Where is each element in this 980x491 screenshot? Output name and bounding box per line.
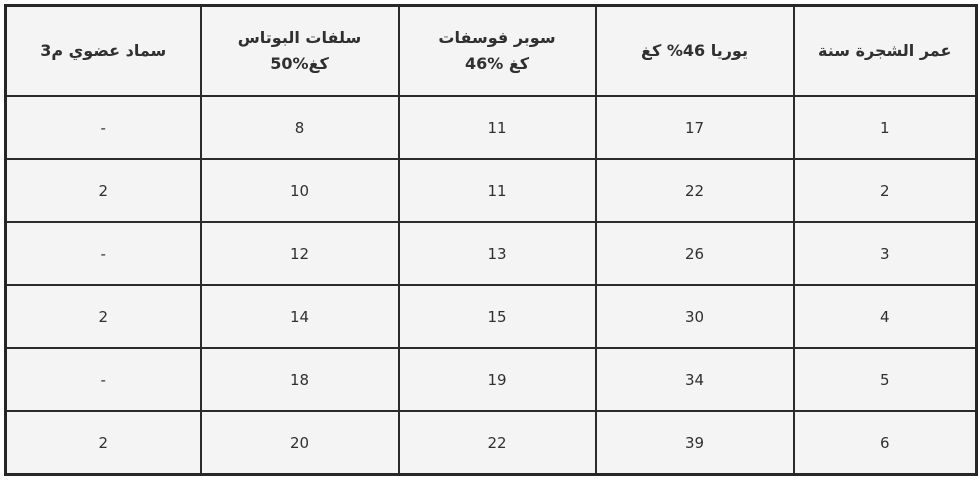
cell-phosphate: 11 [397, 95, 597, 160]
table-row: - 18 19 34 5 [4, 347, 978, 412]
column-header-label-line2: 50%كغ [270, 54, 329, 73]
cell-age: 4 [792, 284, 978, 349]
table-row: 2 14 15 30 4 [4, 284, 978, 349]
cell-phosphate: 19 [397, 347, 597, 412]
column-header-organic-fertilizer: سماد عضوي م3 [4, 4, 202, 97]
cell-organic: - [4, 221, 202, 286]
column-header-label: عمر الشجرة سنة [818, 41, 952, 60]
cell-urea: 34 [594, 347, 795, 412]
column-header-label-line1: سوبر فوسفات [438, 28, 556, 47]
cell-potash: 14 [199, 284, 400, 349]
cell-phosphate: 13 [397, 221, 597, 286]
cell-age: 2 [792, 158, 978, 223]
table-row: - 12 13 26 3 [4, 221, 978, 286]
cell-urea: 39 [594, 410, 795, 476]
table-row: 2 10 11 22 2 [4, 158, 978, 223]
column-header-urea: يوريا 46% كغ [594, 4, 795, 97]
column-header-label-line2: 46% كغ [464, 54, 530, 73]
table-row: 2 20 22 39 6 [4, 410, 978, 476]
cell-potash: 10 [199, 158, 400, 223]
table-header: سماد عضوي م3 سلفات البوتاس 50%كغ سوبر فو… [4, 4, 978, 97]
cell-age: 3 [792, 221, 978, 286]
cell-potash: 12 [199, 221, 400, 286]
cell-phosphate: 22 [397, 410, 597, 476]
cell-organic: - [4, 95, 202, 160]
column-header-label: يوريا 46% كغ [641, 41, 748, 60]
header-row: سماد عضوي م3 سلفات البوتاس 50%كغ سوبر فو… [4, 4, 978, 97]
cell-potash: 18 [199, 347, 400, 412]
cell-phosphate: 15 [397, 284, 597, 349]
table-row: - 8 11 17 1 [4, 95, 978, 160]
cell-urea: 22 [594, 158, 795, 223]
column-header-super-phosphate: سوبر فوسفات 46% كغ [397, 4, 597, 97]
cell-age: 6 [792, 410, 978, 476]
cell-age: 5 [792, 347, 978, 412]
cell-organic: 2 [4, 284, 202, 349]
cell-urea: 17 [594, 95, 795, 160]
column-header-label: سماد عضوي م3 [40, 41, 167, 60]
cell-urea: 30 [594, 284, 795, 349]
cell-age: 1 [792, 95, 978, 160]
cell-organic: - [4, 347, 202, 412]
cell-organic: 2 [4, 158, 202, 223]
cell-organic: 2 [4, 410, 202, 476]
cell-potash: 20 [199, 410, 400, 476]
cell-potash: 8 [199, 95, 400, 160]
column-header-label-line1: سلفات البوتاس [237, 28, 362, 47]
column-header-potash-sulfate: سلفات البوتاس 50%كغ [199, 4, 400, 97]
table-body: - 8 11 17 1 2 10 11 22 2 - 12 13 26 3 [4, 95, 978, 476]
cell-urea: 26 [594, 221, 795, 286]
fertilizer-schedule-table: سماد عضوي م3 سلفات البوتاس 50%كغ سوبر فو… [4, 4, 978, 476]
column-header-tree-age: عمر الشجرة سنة [792, 4, 978, 97]
cell-phosphate: 11 [397, 158, 597, 223]
